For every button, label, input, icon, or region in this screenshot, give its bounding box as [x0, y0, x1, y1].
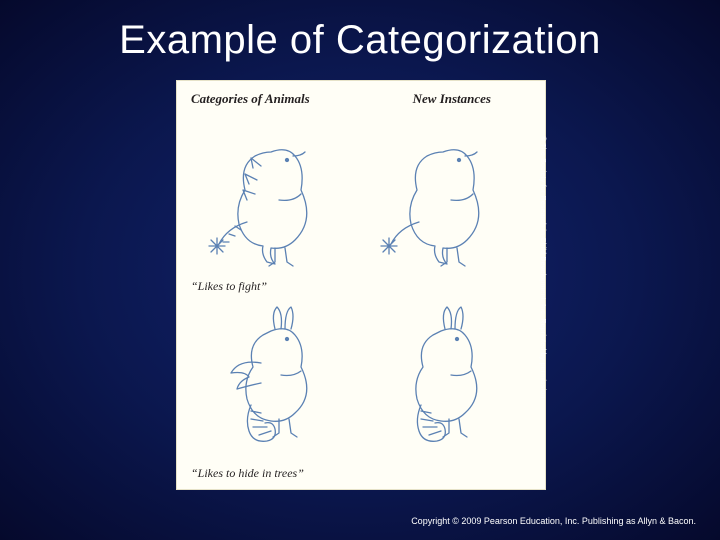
caption-row2: “Likes to hide in trees”	[191, 466, 304, 481]
slide-title: Example of Categorization	[0, 18, 720, 63]
figure-header-right: New Instances	[413, 91, 491, 107]
figure: Categories of Animals New Instances	[176, 80, 546, 490]
creature-hider-category	[201, 301, 351, 451]
figure-wrap: Categories of Animals New Instances	[176, 80, 546, 490]
figure-header-row: Categories of Animals New Instances	[191, 91, 531, 107]
cell-r2c2	[361, 288, 531, 463]
cell-r1c1	[191, 113, 361, 288]
cell-r1c2	[361, 113, 531, 288]
copyright: Copyright © 2009 Pearson Education, Inc.…	[411, 516, 696, 526]
creature-hider-instance	[371, 301, 521, 451]
cell-r2c1	[191, 288, 361, 463]
credit-vertical: © The Society for Research in Child Deve…	[539, 136, 546, 486]
creature-fighter-category	[201, 126, 351, 276]
figure-header-left: Categories of Animals	[191, 91, 310, 107]
creature-fighter-instance	[371, 126, 521, 276]
slide: Example of Categorization Categories of …	[0, 0, 720, 540]
caption-row1: “Likes to fight”	[191, 279, 267, 294]
